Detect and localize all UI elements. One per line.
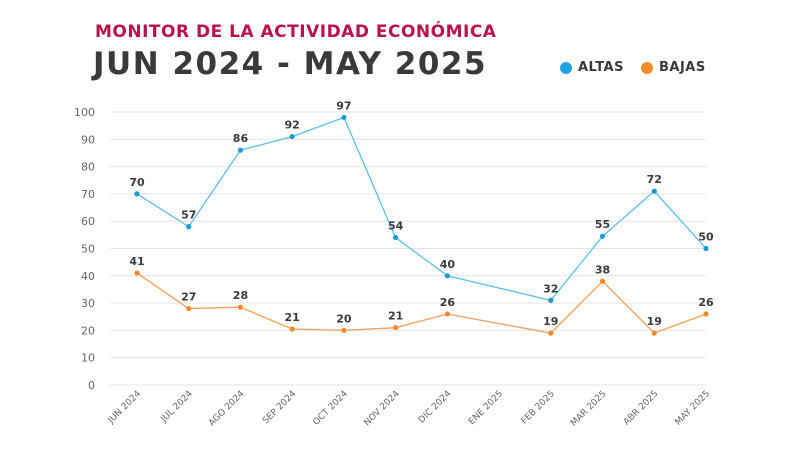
x-tick-label: ENE 2025 [467, 389, 505, 427]
x-tick-label: MAR 2025 [569, 389, 609, 429]
data-point-bajas [237, 304, 244, 310]
data-label-bajas: 41 [129, 255, 144, 268]
data-point-altas [186, 224, 192, 230]
data-label-bajas: 28 [233, 289, 248, 302]
data-point-altas [237, 147, 244, 153]
y-tick-label: 70 [81, 188, 95, 201]
y-tick-label: 30 [81, 297, 95, 310]
x-tick-label: NOV 2024 [362, 389, 401, 428]
y-tick-label: 50 [81, 243, 95, 256]
data-label-altas: 54 [388, 220, 404, 233]
data-label-bajas: 19 [647, 315, 662, 328]
chart-title: JUN 2024 - MAY 2025 [93, 46, 488, 82]
data-label-bajas: 26 [440, 296, 456, 309]
x-tick-label: OCT 2024 [311, 389, 350, 428]
data-label-altas: 92 [285, 119, 300, 132]
y-tick-label: 20 [81, 324, 95, 337]
data-point-bajas [289, 326, 295, 332]
data-point-bajas [444, 311, 450, 317]
y-tick-label: 40 [81, 270, 95, 283]
data-label-bajas: 21 [285, 311, 300, 324]
legend-label-altas: ALTAS [578, 60, 624, 75]
data-point-bajas [599, 278, 606, 284]
data-label-altas: 55 [595, 218, 610, 231]
data-label-bajas: 38 [595, 263, 610, 276]
data-label-bajas: 21 [388, 310, 403, 323]
data-point-altas [548, 297, 554, 303]
x-tick-label: SEP 2024 [261, 389, 298, 426]
data-point-altas [289, 133, 295, 140]
legend-item-bajas: BAJAS [641, 60, 706, 75]
data-label-altas: 86 [233, 132, 249, 145]
data-point-altas [444, 273, 450, 279]
data-label-altas: 97 [336, 99, 351, 112]
y-tick-label: 10 [81, 352, 95, 365]
data-label-bajas: 20 [336, 312, 352, 325]
x-tick-label: AGO 2024 [207, 389, 247, 429]
y-tick-label: 100 [74, 106, 95, 119]
data-point-bajas [651, 330, 657, 336]
data-point-altas [393, 234, 399, 241]
legend-item-altas: ALTAS [560, 60, 624, 75]
data-point-altas [599, 233, 606, 239]
data-label-altas: 57 [181, 209, 196, 222]
data-label-altas: 50 [698, 231, 714, 244]
x-tick-label: MAY 2025 [674, 389, 713, 428]
x-tick-label: JUL 2024 [159, 389, 195, 425]
x-tick-label: DIC 2024 [417, 389, 454, 426]
data-label-altas: 70 [129, 176, 145, 189]
y-tick-label: 80 [81, 161, 95, 174]
data-point-altas [703, 245, 709, 252]
data-label-altas: 40 [440, 258, 456, 271]
legend-marker-altas [560, 61, 572, 74]
legend-marker-bajas [641, 61, 653, 74]
data-label-bajas: 19 [543, 315, 558, 328]
data-point-bajas [134, 270, 140, 276]
y-tick-label: 60 [81, 215, 95, 228]
data-label-bajas: 26 [698, 296, 714, 309]
data-point-bajas [341, 327, 347, 333]
data-point-altas [341, 114, 347, 121]
data-point-bajas [393, 325, 399, 331]
data-label-altas: 72 [647, 173, 662, 186]
data-point-bajas [548, 330, 554, 336]
data-point-altas [651, 188, 657, 194]
data-point-bajas [703, 311, 709, 317]
y-tick-label: 0 [88, 379, 95, 392]
data-point-bajas [186, 305, 192, 312]
legend-label-bajas: BAJAS [659, 60, 706, 75]
chart-subtitle: MONITOR DE LA ACTIVIDAD ECONÓMICA [95, 22, 497, 42]
data-label-bajas: 27 [181, 291, 196, 304]
x-tick-label: FEB 2025 [520, 389, 557, 426]
x-tick-label: ABR 2025 [622, 389, 660, 427]
data-label-altas: 32 [543, 282, 558, 295]
data-point-altas [134, 191, 140, 197]
y-tick-label: 90 [81, 133, 95, 146]
x-tick-label: JUN 2024 [106, 389, 143, 426]
series-line-altas [136, 116, 707, 302]
